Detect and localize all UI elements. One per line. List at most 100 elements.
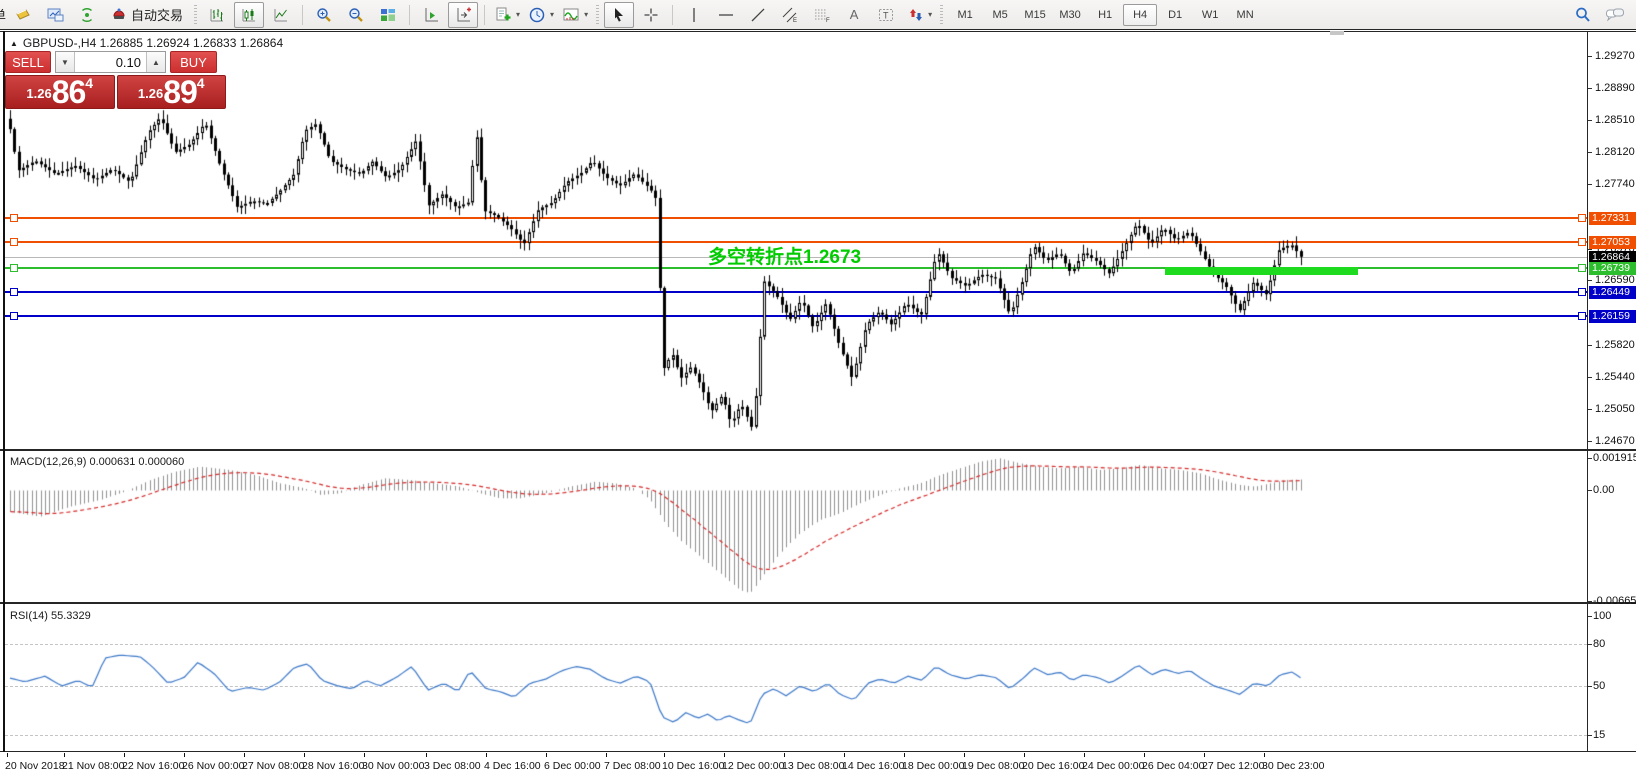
- timeframe-m30[interactable]: M30: [1059, 8, 1081, 21]
- time-label: 20 Nov 2018: [5, 760, 65, 772]
- price-tick-mark: [1588, 56, 1592, 57]
- timeframe-h4[interactable]: H4: [1123, 3, 1158, 26]
- time-label: 14 Dec 16:00: [842, 760, 905, 772]
- price-tick-mark: [1588, 441, 1592, 442]
- zoom-out-icon[interactable]: [341, 2, 371, 28]
- cursor-tool-icon[interactable]: [604, 1, 635, 28]
- price-tick-label: 1.25820: [1595, 339, 1635, 351]
- arrows-tool-button[interactable]: ▾: [903, 2, 935, 28]
- support-zone-line[interactable]: [1165, 267, 1358, 275]
- macd-panel: [0, 453, 1636, 604]
- channel-tool-icon[interactable]: E: [775, 2, 805, 28]
- line-handle[interactable]: [1578, 214, 1586, 222]
- price-tick-mark: [1588, 280, 1592, 281]
- timeframe-h1[interactable]: H1: [1098, 8, 1113, 21]
- time-label: 19 Dec 08:00: [962, 760, 1025, 772]
- line-handle[interactable]: [1578, 288, 1586, 296]
- time-tick: [426, 753, 427, 757]
- rsi-tick-mark: [1588, 735, 1592, 736]
- timeframe-m5[interactable]: M5: [992, 8, 1008, 21]
- time-label: 21 Nov 08:00: [62, 760, 125, 772]
- price-tick-label: 1.27740: [1595, 178, 1635, 190]
- auto-scroll-icon[interactable]: [416, 2, 446, 28]
- time-tick: [7, 753, 8, 757]
- text-label-tool-icon[interactable]: T: [871, 2, 901, 28]
- timeframe-m1[interactable]: M1: [957, 8, 973, 21]
- signals-icon[interactable]: [72, 2, 102, 28]
- timeframe-d1[interactable]: D1: [1168, 8, 1183, 21]
- volume-input[interactable]: 0.10: [75, 52, 146, 72]
- periods-button[interactable]: ▾: [525, 2, 557, 28]
- autotrading-button[interactable]: 自动交易: [104, 2, 189, 28]
- price-level-line[interactable]: [5, 291, 1587, 293]
- rsi-scale-label: 50: [1593, 680, 1606, 692]
- macd-tick-mark: [1588, 601, 1592, 602]
- chevron-down-icon: ▾: [584, 10, 589, 19]
- rsi-label: RSI(14) 55.3329: [10, 610, 91, 622]
- indicators-button[interactable]: ▾: [559, 2, 591, 28]
- time-tick: [184, 753, 185, 757]
- new-order-button[interactable]: 单: [0, 5, 6, 24]
- time-label: 27 Nov 08:00: [242, 760, 305, 772]
- crosshair-tool-icon[interactable]: [636, 2, 666, 28]
- text-tool-icon[interactable]: A: [849, 7, 859, 22]
- zoom-in-icon[interactable]: [309, 2, 339, 28]
- vertical-line-tool-icon[interactable]: [679, 2, 709, 28]
- chat-icon[interactable]: [1600, 2, 1630, 28]
- one-click-trade-widget: SELL ▼ 0.10 ▲ BUY 1.26 86 4 1.26 89 4: [5, 51, 226, 109]
- bar-chart-mode-icon[interactable]: [202, 2, 232, 28]
- market-watch-icon[interactable]: [40, 2, 70, 28]
- candlestick-mode-icon[interactable]: [234, 1, 265, 28]
- price-tick-label: 1.29270: [1595, 50, 1635, 62]
- time-label: 20 Dec 16:00: [1022, 760, 1085, 772]
- line-handle[interactable]: [1578, 312, 1586, 320]
- price-tick-label: 1.28510: [1595, 114, 1635, 126]
- volume-increase-button[interactable]: ▲: [146, 52, 165, 72]
- volume-decrease-button[interactable]: ▼: [56, 52, 75, 72]
- time-label: 4 Dec 16:00: [484, 760, 541, 772]
- collapse-triangle-icon[interactable]: ▲: [10, 39, 18, 48]
- line-handle[interactable]: [10, 264, 18, 272]
- new-order-icon[interactable]: [8, 2, 38, 28]
- line-handle[interactable]: [10, 288, 18, 296]
- fibonacci-tool-icon[interactable]: F: [807, 2, 837, 28]
- macd-tick-mark: [1588, 458, 1592, 459]
- rsi-level-dashed-line: [5, 644, 1587, 645]
- buy-price-display[interactable]: 1.26 89 4: [116, 75, 226, 109]
- sell-button[interactable]: SELL: [5, 51, 51, 73]
- toolbar-separator: [302, 4, 304, 25]
- macd-scale-label: -0.006659: [1593, 595, 1636, 607]
- price-level-line[interactable]: [5, 217, 1587, 219]
- search-icon[interactable]: [1568, 2, 1598, 28]
- buy-button[interactable]: BUY: [170, 51, 217, 73]
- time-tick: [784, 753, 785, 757]
- time-label: 26 Nov 00:00: [182, 760, 245, 772]
- timeframe-mn[interactable]: MN: [1236, 8, 1254, 21]
- line-handle[interactable]: [1578, 264, 1586, 272]
- time-label: 12 Dec 00:00: [722, 760, 785, 772]
- tile-windows-icon[interactable]: [373, 2, 403, 28]
- timeframe-w1[interactable]: W1: [1201, 8, 1219, 21]
- sell-price-display[interactable]: 1.26 86 4: [5, 75, 115, 109]
- line-handle[interactable]: [1578, 238, 1586, 246]
- line-handle[interactable]: [10, 312, 18, 320]
- time-label: 3 Dec 08:00: [424, 760, 481, 772]
- time-label: 22 Nov 16:00: [122, 760, 185, 772]
- new-chart-button[interactable]: ▾: [491, 2, 523, 28]
- chart-annotation-text[interactable]: 多空转折点1.2673: [708, 247, 862, 269]
- chart-shift-icon[interactable]: [448, 1, 479, 28]
- time-label: 24 Dec 00:00: [1082, 760, 1145, 772]
- rsi-level-dashed-line: [5, 735, 1587, 736]
- price-level-line[interactable]: [5, 315, 1587, 317]
- horizontal-line-tool-icon[interactable]: [711, 2, 741, 28]
- line-handle[interactable]: [10, 238, 18, 246]
- trendline-tool-icon[interactable]: [743, 2, 773, 28]
- price-tick-mark: [1588, 120, 1592, 121]
- time-tick: [1024, 753, 1025, 757]
- chart-splitter-handle[interactable]: [1330, 31, 1344, 35]
- toolbar-grip: [940, 4, 944, 25]
- timeframe-m15[interactable]: M15: [1024, 8, 1046, 21]
- line-chart-mode-icon[interactable]: [266, 2, 296, 28]
- line-handle[interactable]: [10, 214, 18, 222]
